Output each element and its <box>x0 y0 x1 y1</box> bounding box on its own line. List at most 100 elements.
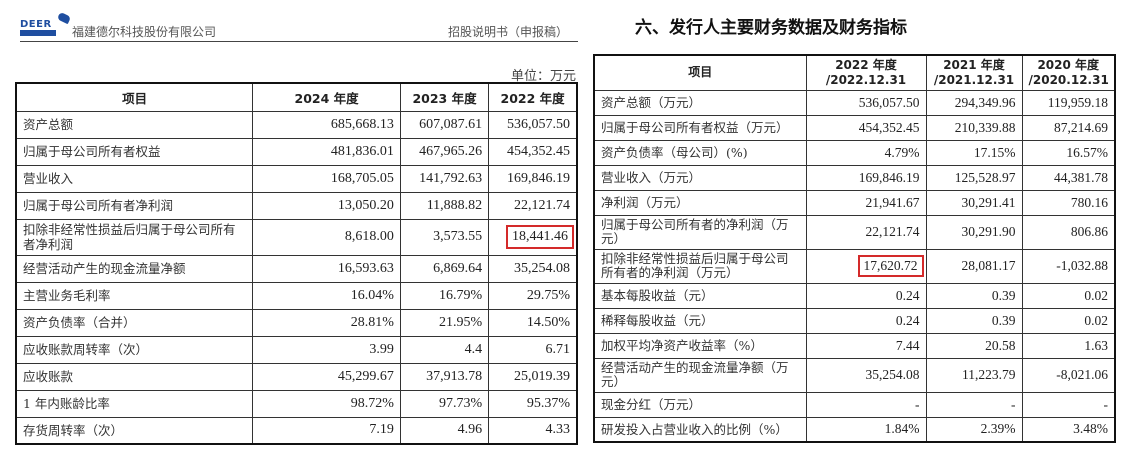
row-label: 扣除非经常性损益后归属于母公司所有者净利润 <box>15 218 254 256</box>
column-header-line1: 2022 年度 <box>835 57 897 72</box>
cell-value: 6.71 <box>488 335 578 364</box>
cell-value: 454,352.45 <box>805 114 927 141</box>
table-row: 归属于母公司所有者的净利润（万元） 22,121.74 30,291.90 806.8… <box>593 214 1116 250</box>
cell-value: 16,593.63 <box>252 254 401 283</box>
cell-value: 8,618.00 <box>252 218 401 256</box>
cell-value: 4.96 <box>399 416 490 445</box>
cell-value: 0.24 <box>805 307 927 334</box>
row-label: 经营活动产生的现金流量净额（万元） <box>593 357 807 393</box>
cell-value: 454,352.45 <box>488 137 578 166</box>
unit-label: 单位：万元 <box>510 69 576 84</box>
table-row: 归属于母公司所有者权益（万元） 454,352.45 210,339.88 87,21… <box>593 114 1116 141</box>
table-row: 资产负债率（合并） 28.81% 21.95% 14.50% <box>15 308 578 337</box>
table-row: 1 年内账龄比率 98.72% 97.73% 95.37% <box>15 389 578 418</box>
table-header-row: 项目 2024 年度 2023 年度 2022 年度 <box>15 82 578 112</box>
cell-value: 119,959.18 <box>1021 89 1116 116</box>
table-row: 营业收入 168,705.05 141,792.63 169,846.19 <box>15 164 578 193</box>
cell-value: 4.79% <box>805 139 927 166</box>
cell-value: 14.50% <box>488 308 578 337</box>
cell-value: - <box>925 391 1023 418</box>
table-row: 归属于母公司所有者净利润 13,050.20 11,888.82 22,121.74 <box>15 191 578 220</box>
company-name: 福建德尔科技股份有限公司 <box>72 25 217 39</box>
row-label: 归属于母公司所有者的净利润（万元） <box>593 214 807 250</box>
row-label: 存货周转率（次） <box>15 416 254 445</box>
right-document-page: 六、发行人主要财务数据及财务指标 项目 2022 年度/2022.12.31 2… <box>590 0 1125 450</box>
cell-value: 16.79% <box>399 281 490 310</box>
column-header-line2: /2020.12.31 <box>1028 72 1109 87</box>
row-label: 营业收入（万元） <box>593 164 807 191</box>
table-row: 经营活动产生的现金流量净额（万元） 35,254.08 11,223.79 -8,02… <box>593 357 1116 393</box>
table-row: 稀释每股收益（元） 0.24 0.39 0.02 <box>593 307 1116 334</box>
cell-value: 685,668.13 <box>252 110 401 139</box>
document-type: 招股说明书（申报稿） <box>447 25 568 39</box>
row-label: 应收账款 <box>15 362 254 391</box>
financial-summary-table-2020-2022: 项目 2022 年度/2022.12.31 2021 年度/2021.12.31… <box>593 54 1116 443</box>
table-row: 基本每股收益（元） 0.24 0.39 0.02 <box>593 282 1116 309</box>
row-label: 归属于母公司所有者权益（万元） <box>593 114 807 141</box>
cell-value: 22,121.74 <box>805 214 927 250</box>
cell-value: 1.63 <box>1021 332 1116 359</box>
cell-value: 141,792.63 <box>399 164 490 193</box>
cell-value: 536,057.50 <box>488 110 578 139</box>
cell-value: 30,291.90 <box>925 214 1023 250</box>
row-label: 净利润（万元） <box>593 189 807 216</box>
highlighted-value: 18,441.46 <box>506 225 574 249</box>
row-label: 归属于母公司所有者权益 <box>15 137 254 166</box>
column-header-line2: /2021.12.31 <box>933 72 1015 87</box>
row-label: 资产负债率（母公司）(%) <box>593 139 807 166</box>
cell-value: 28.81% <box>252 308 401 337</box>
cell-value: 607,087.61 <box>399 110 490 139</box>
table-row: 存货周转率（次） 7.19 4.96 4.33 <box>15 416 578 445</box>
table-row: 扣除非经常性损益后归属于母公司所有者的净利润（万元） 17,620.72 28,08… <box>593 248 1116 284</box>
cell-value: 16.57% <box>1021 139 1116 166</box>
column-header-line1: 项目 <box>688 65 713 80</box>
cell-value: 17,620.72 <box>805 248 927 284</box>
row-label: 营业收入 <box>15 164 254 193</box>
table-row: 资产总额 685,668.13 607,087.61 536,057.50 <box>15 110 578 139</box>
cell-value: 20.58 <box>925 332 1023 359</box>
column-header: 2021 年度/2021.12.31 <box>925 54 1023 91</box>
cell-value: 0.02 <box>1021 282 1116 309</box>
cell-value: 3.48% <box>1021 416 1116 443</box>
cell-value: 1.84% <box>805 416 927 443</box>
cell-value: 45,299.67 <box>252 362 401 391</box>
table-row: 资产总额（万元） 536,057.50 294,349.96 119,959.18 <box>593 89 1116 116</box>
row-label: 资产负债率（合并） <box>15 308 254 337</box>
cell-value: 11,223.79 <box>925 357 1023 393</box>
cell-value: 30,291.41 <box>925 189 1023 216</box>
row-label: 经营活动产生的现金流量净额 <box>15 254 254 283</box>
column-header-line1: 2020 年度 <box>1037 57 1100 72</box>
cell-value: 21.95% <box>399 308 490 337</box>
cell-value: 7.19 <box>252 416 401 445</box>
cell-value: 29.75% <box>488 281 578 310</box>
cell-value: -1,032.88 <box>1021 248 1116 284</box>
cell-value: -8,021.06 <box>1021 357 1116 393</box>
cell-value: 169,846.19 <box>488 164 578 193</box>
cell-value: 98.72% <box>252 389 401 418</box>
cell-value: 18,441.46 <box>488 218 578 256</box>
table-row: 营业收入（万元） 169,846.19 125,528.97 44,381.78 <box>593 164 1116 191</box>
cell-value: 35,254.08 <box>488 254 578 283</box>
row-label: 基本每股收益（元） <box>593 282 807 309</box>
cell-value: 169,846.19 <box>805 164 927 191</box>
table-row: 资产负债率（母公司）(%) 4.79% 17.15% 16.57% <box>593 139 1116 166</box>
row-label: 资产总额（万元） <box>593 89 807 116</box>
table-row: 净利润（万元） 21,941.67 30,291.41 780.16 <box>593 189 1116 216</box>
cell-value: 0.24 <box>805 282 927 309</box>
cell-value: 294,349.96 <box>925 89 1023 116</box>
cell-value: 467,965.26 <box>399 137 490 166</box>
cell-value: 11,888.82 <box>399 191 490 220</box>
cell-value: 21,941.67 <box>805 189 927 216</box>
column-header: 2022 年度/2022.12.31 <box>805 54 927 91</box>
table-row: 应收账款 45,299.67 37,913.78 25,019.39 <box>15 362 578 391</box>
cell-value: 2.39% <box>925 416 1023 443</box>
cell-value: 22,121.74 <box>488 191 578 220</box>
table-row: 归属于母公司所有者权益 481,836.01 467,965.26 454,352.4… <box>15 137 578 166</box>
cell-value: 4.33 <box>488 416 578 445</box>
cell-value: 0.02 <box>1021 307 1116 334</box>
row-label: 归属于母公司所有者净利润 <box>15 191 254 220</box>
cell-value: 35,254.08 <box>805 357 927 393</box>
cell-value: 0.39 <box>925 307 1023 334</box>
cell-value: 25,019.39 <box>488 362 578 391</box>
cell-value: 17.15% <box>925 139 1023 166</box>
